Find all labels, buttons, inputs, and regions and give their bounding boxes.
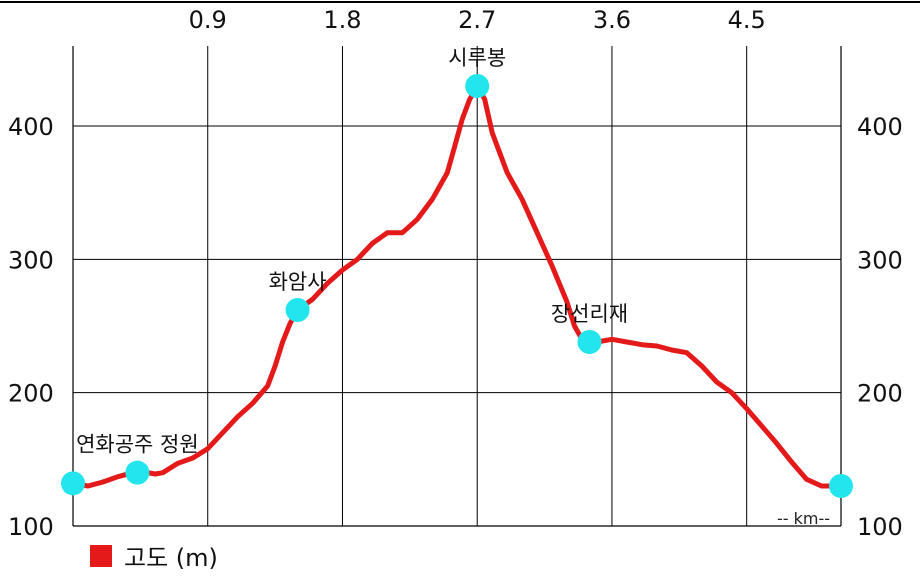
y-tick-label-left: 400	[8, 113, 54, 141]
x-tick-label: 4.5	[728, 6, 766, 34]
legend: 고도 (m)	[90, 538, 218, 573]
poi-label: 장선리재	[551, 302, 628, 326]
waypoint-marker	[829, 474, 853, 498]
poi-markers	[61, 74, 853, 498]
legend-label: 고도 (m)	[124, 544, 218, 572]
y-tick-label-right: 400	[857, 113, 903, 141]
waypoint-marker	[285, 298, 310, 322]
poi-label: 시루봉	[448, 46, 506, 70]
axis-ticks: 0.9 1.8 2.7 3.6 4.5 100 100 200 200 300 300 400 400	[8, 6, 903, 541]
waypoint-marker	[125, 460, 150, 485]
x-tick-label: 0.9	[189, 6, 227, 34]
poi-label: 화암사	[269, 270, 327, 294]
x-unit-label: -- km--	[777, 509, 830, 528]
y-tick-label-left: 200	[8, 380, 54, 408]
grid	[72, 46, 842, 527]
y-tick-label-left: 100	[8, 513, 54, 541]
waypoint-marker	[465, 74, 490, 98]
x-tick-label: 2.7	[458, 6, 496, 34]
y-tick-label-left: 300	[8, 246, 54, 274]
y-tick-label-right: 300	[857, 246, 903, 274]
series-layer	[70, 83, 844, 489]
x-tick-label: 1.8	[323, 6, 361, 34]
waypoint-marker	[577, 330, 602, 354]
y-tick-label-right: 200	[857, 380, 903, 408]
waypoint-marker	[61, 471, 85, 496]
legend-swatch	[90, 544, 112, 567]
elevation-line	[70, 83, 844, 489]
poi-label: 연화공주 정원	[76, 433, 199, 457]
x-tick-label: 3.6	[593, 6, 631, 34]
y-tick-label-right: 100	[857, 513, 903, 541]
